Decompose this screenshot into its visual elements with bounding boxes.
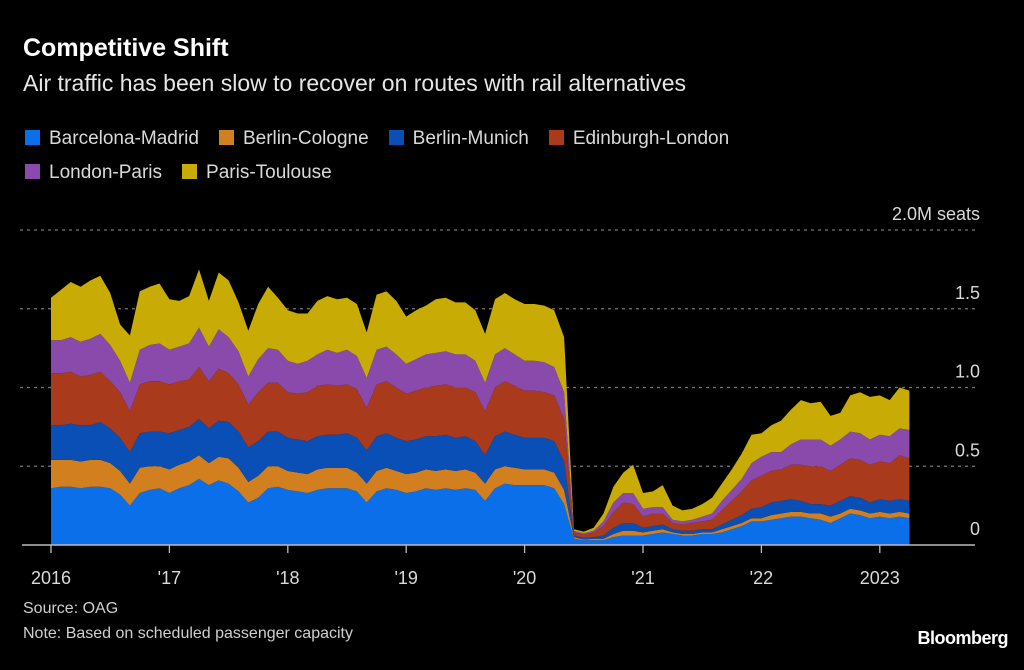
- bloomberg-logo: Bloomberg: [917, 628, 1008, 648]
- x-tick-label: 2023: [860, 568, 900, 588]
- chart-title: Competitive Shift: [23, 34, 229, 62]
- legend-label: London-Paris: [49, 162, 163, 183]
- legend-label: Berlin-Munich: [412, 128, 529, 149]
- legend-swatch: [182, 164, 198, 179]
- y-tick-label: 0: [970, 519, 980, 539]
- legend-label: Paris-Toulouse: [206, 162, 332, 183]
- legend-item: Berlin-Cologne: [218, 122, 369, 156]
- legend: Barcelona-Madrid Berlin-Cologne Berlin-Mun…: [25, 122, 925, 190]
- legend-label: Berlin-Cologne: [242, 128, 369, 149]
- area-barcelona-madrid: [51, 478, 910, 545]
- area-berlin-munich: [51, 419, 910, 540]
- y-tick-label: 2.0M seats: [892, 204, 980, 224]
- legend-item: Edinburgh-London: [548, 122, 730, 156]
- legend-swatch: [388, 130, 404, 145]
- y-tick-label: 1.5: [955, 283, 980, 303]
- source-note: Source: OAG: [23, 600, 119, 617]
- x-tick-label: '21: [631, 568, 654, 588]
- legend-item: London-Paris: [25, 156, 162, 190]
- x-tick-label: '19: [394, 568, 417, 588]
- footnote: Note: Based on scheduled passenger capac…: [23, 625, 353, 642]
- legend-swatch: [218, 130, 234, 145]
- legend-swatch: [548, 130, 564, 145]
- x-tick-label: '20: [513, 568, 536, 588]
- legend-item: Berlin-Munich: [388, 122, 529, 156]
- chart-subtitle: Air traffic has been slow to recover on …: [23, 70, 687, 96]
- area-series: [51, 269, 910, 545]
- area-edinburgh-london: [51, 367, 910, 538]
- area-london-paris: [51, 327, 910, 535]
- axes: 2016 '17 '18 '19 '20 '21 '22 2023: [22, 544, 975, 588]
- area-berlin-cologne: [51, 455, 910, 541]
- y-tick-label: 0.5: [955, 440, 980, 460]
- y-tick-label: 1.0: [955, 362, 980, 382]
- legend-swatch: [25, 130, 40, 145]
- legend-label: Barcelona-Madrid: [49, 128, 199, 149]
- legend-item: Barcelona-Madrid: [25, 122, 199, 156]
- legend-swatch: [25, 164, 40, 179]
- legend-item: Paris-Toulouse: [182, 156, 332, 190]
- area-paris-toulouse: [51, 269, 910, 534]
- x-tick-label: '17: [158, 568, 181, 588]
- x-tick-label: 2016: [31, 568, 71, 588]
- x-tick-label: '22: [750, 568, 773, 588]
- legend-label: Edinburgh-London: [572, 128, 730, 149]
- x-tick-label: '18: [276, 568, 299, 588]
